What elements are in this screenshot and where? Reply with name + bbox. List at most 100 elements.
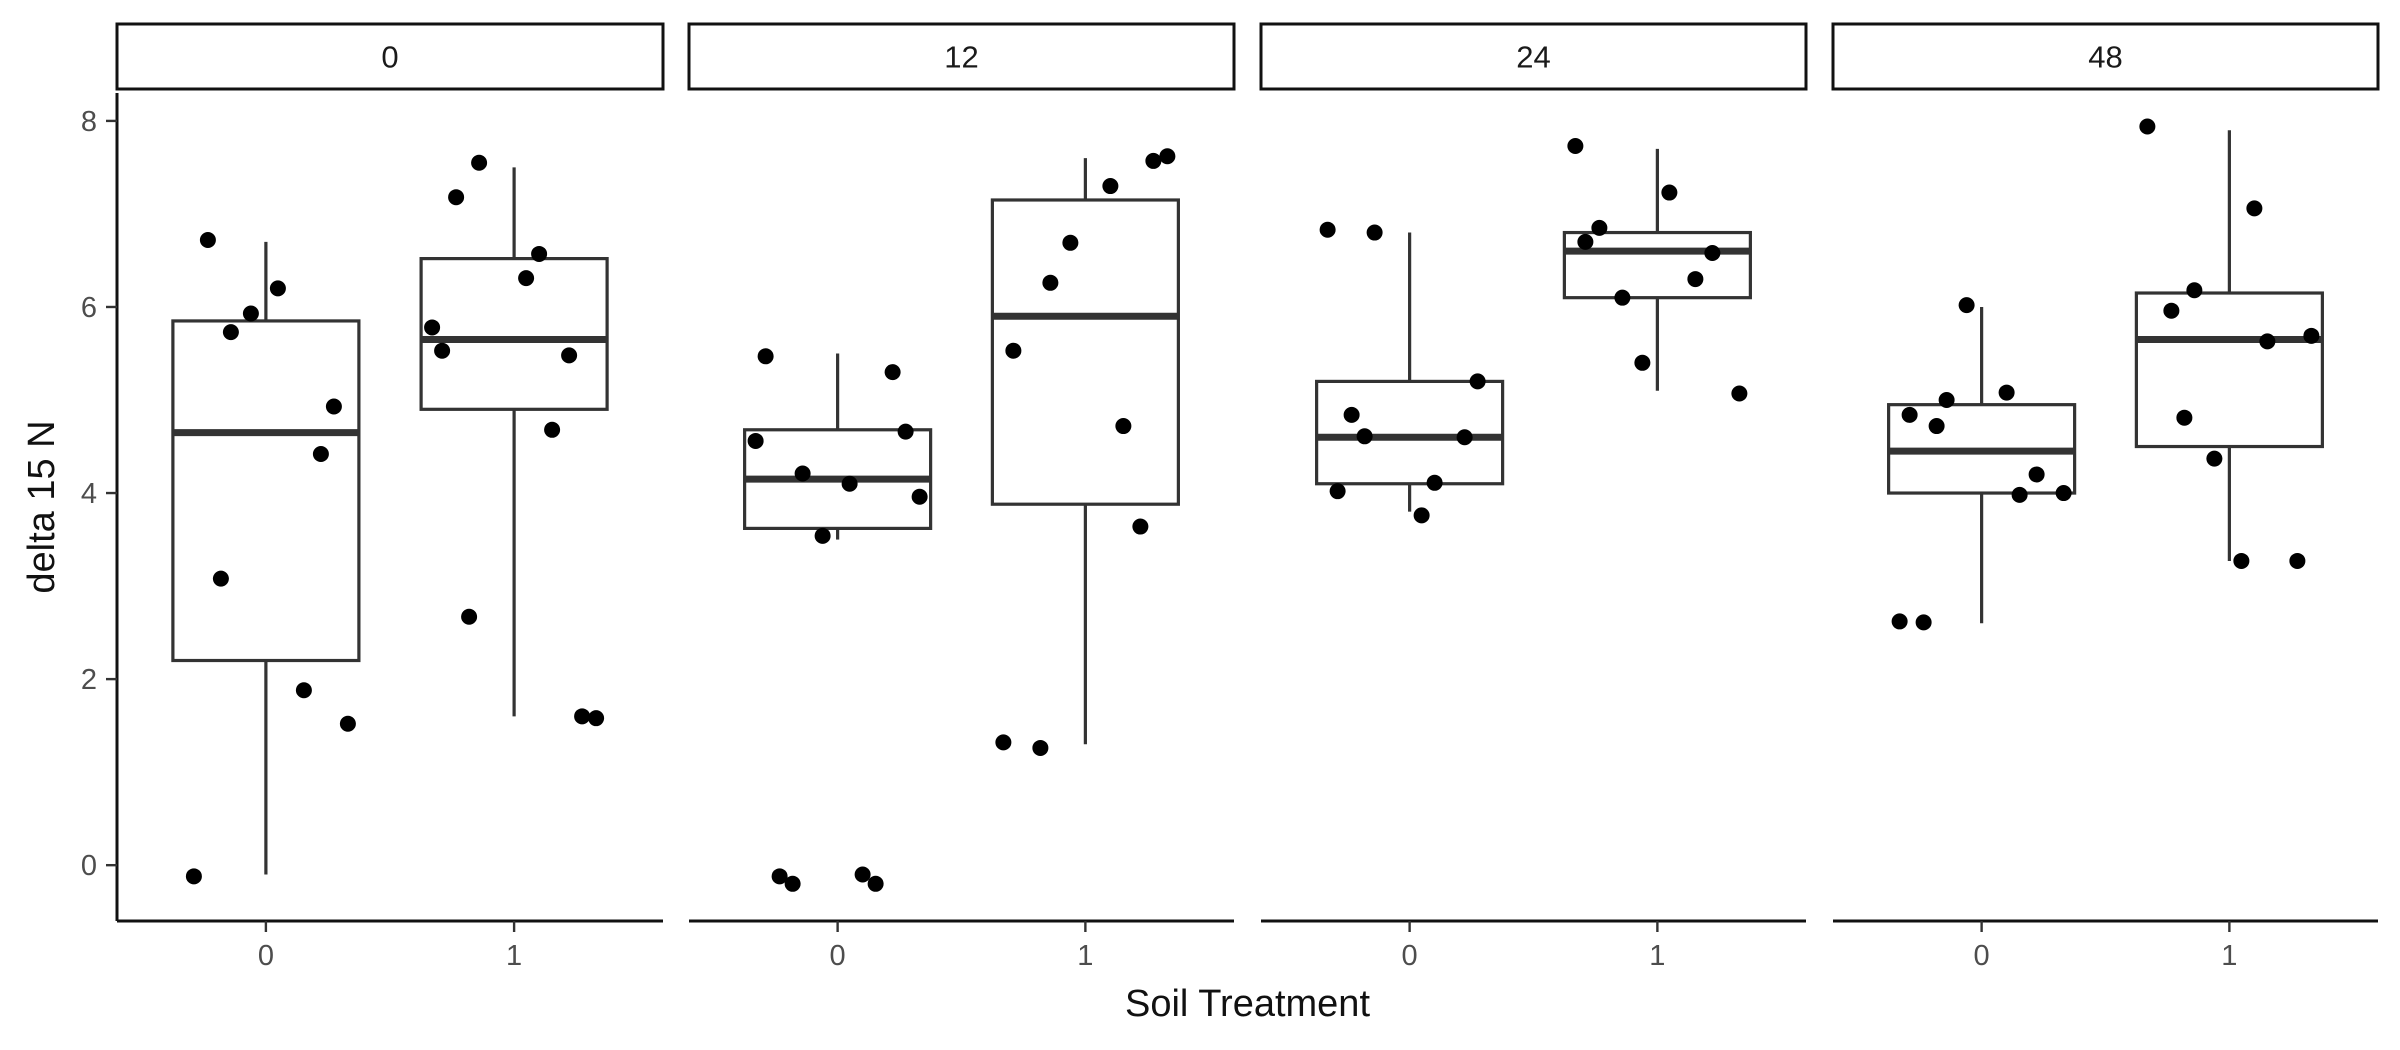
data-point: [1891, 613, 1908, 630]
facet-strip: [115, 22, 665, 91]
iqr-box: [1315, 379, 1505, 486]
facet-strip-label: 0: [381, 40, 398, 75]
x-tick-label: 0: [1974, 940, 1990, 972]
iqr-box: [990, 198, 1180, 506]
data-point: [2176, 409, 2193, 426]
data-point: [2163, 302, 2180, 319]
data-point: [814, 527, 831, 544]
y-tick-label: 4: [81, 478, 97, 510]
data-point: [854, 866, 871, 883]
data-point: [424, 319, 441, 336]
data-point: [2028, 466, 2045, 483]
y-axis-title: delta 15 N: [21, 420, 63, 593]
facet-strip: [1259, 22, 1808, 91]
data-point: [1661, 184, 1678, 201]
data-point: [339, 715, 356, 732]
data-point: [1366, 224, 1383, 241]
data-point: [434, 342, 451, 359]
data-point: [1634, 354, 1651, 371]
data-point: [2246, 200, 2263, 217]
x-axis-title: Soil Treatment: [1125, 983, 1370, 1025]
data-point: [212, 570, 229, 587]
data-point: [1115, 418, 1132, 435]
data-point: [222, 324, 239, 341]
data-point: [461, 608, 478, 625]
y-axis: 0 2 4 6 8: [81, 93, 119, 921]
facet-strip-label: 24: [1516, 40, 1550, 75]
data-point: [574, 708, 591, 725]
data-point: [1413, 507, 1430, 524]
data-point: [1704, 245, 1721, 262]
y-tick-label: 8: [81, 106, 97, 138]
data-point: [471, 154, 488, 171]
y-tick-label: 2: [81, 664, 97, 696]
x-tick-label: 1: [1077, 940, 1093, 972]
data-point: [2289, 552, 2306, 569]
facet-strip-label: 12: [944, 40, 978, 75]
data-point: [1062, 234, 1079, 251]
data-point: [1567, 138, 1584, 155]
data-point: [1928, 418, 1945, 435]
y-tick-label: 6: [81, 292, 97, 324]
data-point: [518, 270, 535, 287]
data-point: [1042, 274, 1059, 291]
data-point: [1145, 152, 1162, 169]
data-point: [1469, 373, 1486, 390]
data-point: [784, 875, 801, 892]
facet-panels: 0 0 1 12 0 1 24 0 1 48 0 1: [115, 22, 2380, 972]
data-point: [1577, 233, 1594, 250]
data-point: [2186, 282, 2203, 299]
data-point: [242, 305, 259, 322]
facet-strip: [1831, 22, 2380, 91]
data-point: [1938, 392, 1955, 409]
data-point: [2206, 450, 2223, 467]
iqr-box: [171, 319, 361, 663]
iqr-box: [419, 257, 609, 411]
data-point: [911, 488, 928, 505]
facet-panel: 0 0 1: [115, 22, 665, 972]
data-point: [561, 347, 578, 364]
facet-panel: 24 0 1: [1259, 22, 1808, 972]
data-point: [1343, 406, 1360, 423]
data-point: [1132, 518, 1149, 535]
data-point: [2259, 333, 2276, 350]
facet-strip: [687, 22, 1236, 91]
facet-panel: 12 0 1: [687, 22, 1236, 972]
data-point: [1901, 406, 1918, 423]
x-tick-label: 0: [1402, 940, 1418, 972]
data-point: [1456, 429, 1473, 446]
data-point: [2011, 486, 2028, 503]
data-point: [1159, 148, 1176, 165]
data-point: [841, 475, 858, 492]
data-point: [1329, 483, 1346, 500]
data-point: [1958, 297, 1975, 314]
data-point: [2139, 118, 2156, 135]
data-point: [448, 189, 465, 206]
data-point: [588, 710, 605, 727]
data-point: [531, 245, 548, 262]
data-point: [1102, 178, 1119, 195]
facet-strip-label: 48: [2088, 40, 2122, 75]
data-point: [1032, 739, 1049, 756]
data-point: [312, 445, 329, 462]
x-tick-label: 1: [1649, 940, 1665, 972]
data-point: [995, 734, 1012, 751]
data-point: [884, 364, 901, 381]
data-point: [757, 348, 774, 365]
data-point: [1614, 289, 1631, 306]
data-point: [1356, 428, 1373, 445]
data-point: [199, 231, 216, 248]
data-point: [2055, 485, 2072, 502]
x-tick-label: 0: [258, 940, 274, 972]
data-point: [1998, 384, 2015, 401]
data-point: [1005, 342, 1022, 359]
data-point: [747, 432, 764, 449]
data-point: [1915, 614, 1932, 631]
data-point: [897, 423, 914, 440]
data-point: [269, 280, 286, 297]
x-tick-label: 0: [830, 940, 846, 972]
x-tick-label: 1: [506, 940, 522, 972]
data-point: [1426, 474, 1443, 491]
data-point: [544, 421, 561, 438]
x-tick-label: 1: [2221, 940, 2237, 972]
